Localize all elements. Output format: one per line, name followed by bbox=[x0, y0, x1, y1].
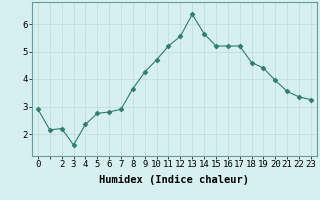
X-axis label: Humidex (Indice chaleur): Humidex (Indice chaleur) bbox=[100, 175, 249, 185]
